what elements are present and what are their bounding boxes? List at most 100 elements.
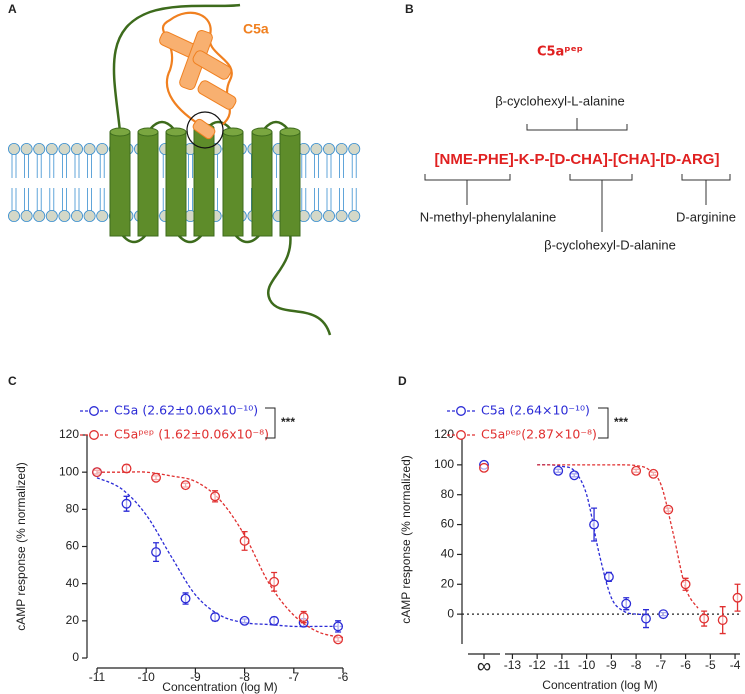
- x-axis-title: Concentration (log M): [162, 680, 277, 694]
- helix-top: [251, 127, 273, 137]
- panel-label: D: [398, 374, 407, 388]
- peptide-title: C5aᵖᵉᵖ: [537, 45, 583, 60]
- x-tick-label: -5: [705, 658, 716, 672]
- data-point: [699, 613, 710, 624]
- legend-label: C5a (2.64×10⁻¹⁰): [481, 403, 590, 418]
- x-tick-label: -9: [190, 670, 201, 684]
- lipid-head: [348, 142, 361, 155]
- data-point: [180, 593, 191, 604]
- data-point: [269, 615, 280, 626]
- lipid-head: [310, 142, 323, 155]
- lipid-head: [322, 142, 335, 155]
- lipid-head: [335, 142, 348, 155]
- data-point: [569, 470, 580, 481]
- data-point: [333, 634, 344, 645]
- binding-site: [186, 111, 224, 149]
- data-point: [180, 480, 191, 491]
- fit-curve: [537, 464, 649, 616]
- x-tick-label: -10: [578, 658, 596, 672]
- n-terminus: [112, 3, 241, 133]
- lipid-head: [335, 209, 348, 222]
- x-tick-label: -10: [138, 670, 156, 684]
- x-tick-label: -11: [89, 670, 106, 684]
- y-tick-label: 40: [441, 547, 455, 561]
- y-tick-label: 120: [434, 427, 454, 441]
- lipid-tail: [339, 154, 344, 211]
- lipid-tail: [87, 154, 92, 211]
- ligand-loop: [161, 11, 233, 129]
- legend-marker: [89, 430, 99, 440]
- ligand-helix: [192, 118, 216, 140]
- significance-bracket: [265, 407, 276, 439]
- bracket: [526, 118, 628, 131]
- data-point: [732, 592, 743, 603]
- data-point: [151, 472, 161, 483]
- x-tick-label: -7: [288, 670, 299, 684]
- legend-marker: [456, 406, 466, 416]
- helix: [137, 131, 159, 237]
- data-point: [631, 465, 642, 476]
- lipid-tail: [99, 154, 105, 211]
- lipid-tail: [49, 154, 55, 211]
- lipid-head: [45, 142, 58, 155]
- y-tick-label: 120: [59, 427, 79, 441]
- lipid-head: [7, 142, 20, 155]
- lipid-tail: [326, 154, 332, 211]
- data-point: [239, 615, 250, 626]
- data-point: [621, 598, 632, 609]
- y-tick-label: 80: [66, 502, 80, 516]
- data-point: [717, 615, 728, 626]
- legend-marker: [456, 430, 466, 440]
- data-point: [298, 612, 309, 623]
- y-tick-label: 40: [66, 576, 80, 590]
- x-tick-label: -11: [554, 658, 571, 672]
- significance-label: ***: [281, 415, 295, 429]
- data-point: [121, 498, 132, 509]
- loops: [118, 120, 292, 244]
- legend-label: C5aᵖᵉᵖ (1.62±0.06x10⁻⁸): [114, 427, 269, 442]
- lipid-head: [96, 209, 109, 222]
- lipid-head: [96, 142, 109, 155]
- lipid-tail: [74, 154, 80, 211]
- data-point: [553, 465, 564, 476]
- x-tick-label: -13: [504, 658, 522, 672]
- data-point: [658, 609, 669, 620]
- legend-label: C5aᵖᵉᵖ(2.87×10⁻⁸): [481, 427, 597, 442]
- y-tick-label: 100: [59, 464, 79, 478]
- annotation: D-arginine: [676, 209, 736, 224]
- ligand-helix: [192, 50, 232, 80]
- x-tick-label: -6: [680, 658, 691, 672]
- lipid-head: [45, 209, 58, 222]
- data-point: [603, 571, 614, 582]
- control-point: [479, 462, 489, 473]
- lipid-head: [33, 209, 46, 222]
- significance-label: ***: [614, 415, 628, 429]
- receptor: [109, 3, 332, 336]
- legend-label: C5a (2.62±0.06x10⁻¹⁰): [114, 403, 258, 418]
- data-point: [121, 463, 132, 474]
- bracket: [569, 174, 633, 232]
- lipid-tail: [62, 154, 67, 211]
- helix: [165, 131, 187, 237]
- y-tick-label: 100: [434, 457, 454, 471]
- lipid-tail: [301, 154, 307, 211]
- helix-top: [279, 127, 301, 137]
- lipid-head: [71, 209, 84, 222]
- fit-curve: [537, 464, 699, 609]
- lipid-head: [310, 209, 323, 222]
- helix: [193, 127, 215, 237]
- panel-label: C: [8, 374, 17, 388]
- annotation: N-methyl-phenylalanine: [420, 209, 557, 224]
- lipid-tail: [188, 154, 193, 211]
- x-tick-label: -12: [528, 658, 546, 672]
- ligand-helix: [197, 80, 237, 110]
- data-point: [269, 576, 280, 587]
- fit-curve: [97, 471, 344, 639]
- x-tick-label: -6: [338, 670, 349, 684]
- lipid-head: [322, 209, 335, 222]
- data-point: [641, 613, 651, 624]
- y-tick-label: 60: [66, 539, 80, 553]
- y-tick-label: 20: [66, 613, 80, 627]
